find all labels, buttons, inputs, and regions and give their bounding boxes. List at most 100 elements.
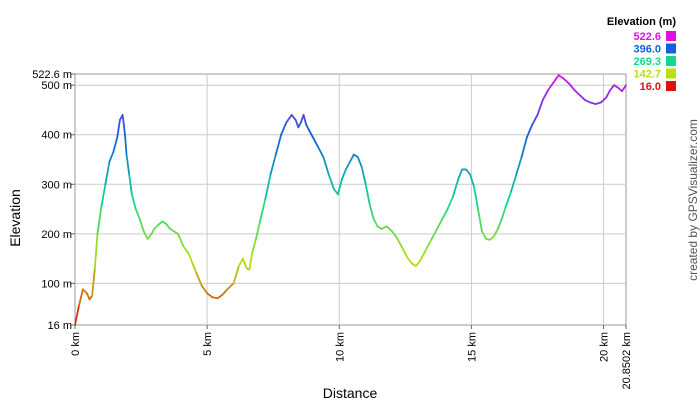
- profile-segment: [327, 173, 335, 191]
- legend-label: 269.3: [633, 56, 661, 68]
- profile-segment: [584, 99, 592, 104]
- profile-segment: [112, 136, 119, 153]
- y-tick-label: 400 m: [41, 130, 72, 142]
- profile-segment: [195, 272, 203, 287]
- credit-text: created by GPSVisualizer.com: [686, 119, 700, 281]
- profile-segment: [605, 89, 612, 99]
- profile-segment: [465, 168, 471, 176]
- y-tick-label: 300 m: [41, 179, 72, 191]
- profile-segment: [182, 245, 190, 255]
- profile-segment: [368, 203, 375, 220]
- profile-segment: [552, 74, 560, 84]
- profile-segment: [430, 227, 438, 240]
- profile-segment: [237, 257, 244, 267]
- profile-segment: [344, 161, 351, 171]
- profile-segment: [311, 136, 320, 149]
- profile-segment: [125, 153, 131, 176]
- legend-label: 16.0: [640, 81, 661, 93]
- profile-segment: [477, 208, 483, 233]
- profile-segment: [302, 114, 308, 126]
- profile-segment: [122, 123, 127, 139]
- y-tick-label: 200 m: [41, 229, 72, 241]
- profile-segment: [364, 183, 371, 206]
- profile-segment: [297, 121, 302, 129]
- plot-frame: [74, 73, 627, 326]
- profile-segment: [82, 288, 88, 295]
- y-tick-label: 500 m: [41, 80, 72, 92]
- y-tick-label: 522.6 m: [32, 69, 72, 81]
- profile-segment: [515, 156, 523, 176]
- legend-swatch: [666, 31, 676, 41]
- profile-segment: [337, 178, 343, 196]
- profile-segment: [91, 267, 96, 297]
- profile-segment: [165, 223, 172, 230]
- profile-segment: [422, 245, 429, 255]
- profile-segment: [418, 252, 425, 262]
- profile-segment: [121, 114, 125, 126]
- profile-segment: [609, 84, 616, 92]
- x-axis-ticks: 0 km 5 km 10 km 15 km 20 km 20.8502 km: [70, 325, 633, 389]
- profile-segment: [531, 114, 539, 126]
- legend-swatch: [666, 43, 676, 54]
- profile-segment: [446, 195, 454, 210]
- profile-segment: [74, 304, 80, 326]
- profile-segment: [547, 81, 555, 92]
- profile-segment: [341, 168, 347, 181]
- profile-segment: [227, 282, 235, 290]
- profile-segment: [473, 185, 479, 210]
- x-tick-label: 20 km: [599, 332, 611, 362]
- profile-segment: [396, 237, 404, 250]
- profile-segment: [525, 123, 534, 139]
- legend-label: 522.6: [633, 31, 661, 43]
- profile-segment: [191, 262, 198, 275]
- profile-segment: [290, 114, 297, 121]
- profile-segment: [599, 96, 608, 104]
- profile-segment: [578, 94, 586, 101]
- x-tick-label: 5 km: [202, 332, 214, 356]
- profile-segment: [222, 287, 230, 296]
- profile-segment: [569, 84, 576, 92]
- profile-segment: [573, 89, 581, 97]
- profile-segment: [621, 84, 627, 93]
- profile-segment: [138, 218, 145, 233]
- profile-segment: [130, 193, 137, 210]
- y-tick-label: 100 m: [41, 278, 72, 290]
- profile-segment: [85, 292, 91, 301]
- profile-segment: [492, 227, 499, 238]
- profile-segment: [426, 237, 433, 248]
- profile-segment: [104, 161, 111, 186]
- profile-segment: [441, 208, 449, 220]
- profile-segment: [589, 101, 597, 105]
- profile-segment: [187, 252, 194, 265]
- legend-label: 396.0: [633, 44, 661, 56]
- profile-segment: [391, 230, 399, 240]
- y-axis-label: Elevation: [7, 189, 23, 247]
- profile-segment: [372, 218, 379, 228]
- profile-segment: [150, 227, 156, 235]
- profile-segment: [305, 123, 310, 131]
- profile-segment: [360, 166, 367, 186]
- profile-segment: [356, 156, 363, 168]
- profile-segment: [146, 232, 153, 240]
- profile-segment: [248, 252, 253, 271]
- profile-segment: [280, 121, 288, 136]
- y-tick-label: 16 m: [48, 320, 72, 332]
- profile-segment: [415, 260, 421, 267]
- profile-segment: [436, 218, 444, 230]
- x-tick-label: 15 km: [466, 332, 478, 362]
- profile-segment: [241, 257, 248, 270]
- profile-segment: [536, 99, 544, 116]
- profile-segment: [134, 208, 141, 220]
- profile-segment: [322, 156, 330, 176]
- profile-segment: [251, 237, 257, 255]
- x-tick-label: 0 km: [70, 332, 82, 356]
- profile-segment: [259, 198, 267, 223]
- profile-segment: [401, 247, 409, 260]
- grid-lines: [75, 74, 626, 325]
- profile-segment: [216, 293, 224, 300]
- profile-segment: [100, 183, 107, 208]
- profile-segment: [594, 101, 602, 105]
